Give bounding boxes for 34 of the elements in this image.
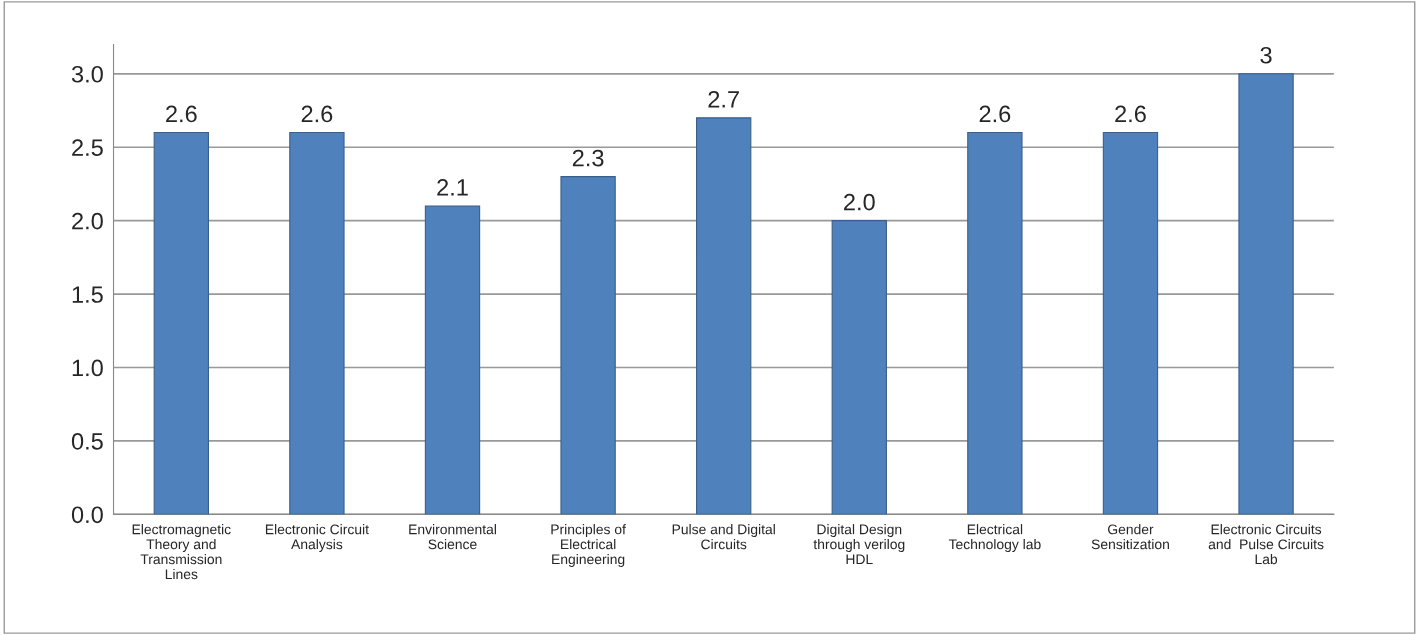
bar: [1238, 73, 1294, 515]
x-tick-label: Electrical Technology lab: [948, 524, 1041, 552]
data-label: 3: [1260, 46, 1272, 64]
x-tick-label: Gender Sensitization: [1091, 524, 1169, 550]
y-tick-label: 2.0: [72, 212, 103, 230]
bar: [967, 132, 1023, 515]
x-tick-label: Digital Design through verilog HDL: [813, 524, 905, 565]
x-tick-label: Pulse and Digital Circuits: [672, 524, 775, 550]
data-label: 2.1: [437, 179, 468, 196]
bar: [696, 117, 752, 515]
x-tick-label: Principles of Electrical Engineering: [551, 524, 626, 567]
x-tick-label: Electronic Circuit Analysis: [265, 524, 369, 552]
bar: [424, 205, 481, 515]
bar: [289, 132, 345, 515]
data-label: 2.7: [708, 90, 739, 108]
data-label: 2.3: [572, 149, 604, 167]
y-tick-label: 1.0: [72, 359, 103, 377]
bar: [560, 176, 616, 515]
data-label: 2.6: [166, 105, 197, 123]
bar: [831, 220, 887, 515]
bar: [1102, 132, 1159, 515]
data-label: 2.0: [844, 193, 875, 211]
data-label: 2.6: [1115, 105, 1146, 123]
y-tick-label: 1.5: [72, 286, 103, 303]
bar: [153, 132, 209, 515]
x-tick-label: Environmental Science: [409, 524, 496, 550]
y-tick-label: 3.0: [71, 65, 103, 83]
x-tick-label: Electromagnetic Theory and Transmission Lines: [132, 524, 231, 580]
data-label: 2.6: [979, 105, 1011, 123]
data-label: 2.6: [301, 105, 333, 123]
y-tick-label: 0.0: [71, 506, 103, 524]
y-tick-label: 2.5: [72, 139, 103, 157]
x-tick-label: Electronic Circuits and Pulse Circuits Lab: [1208, 524, 1324, 565]
y-tick-label: 0.5: [71, 433, 103, 450]
